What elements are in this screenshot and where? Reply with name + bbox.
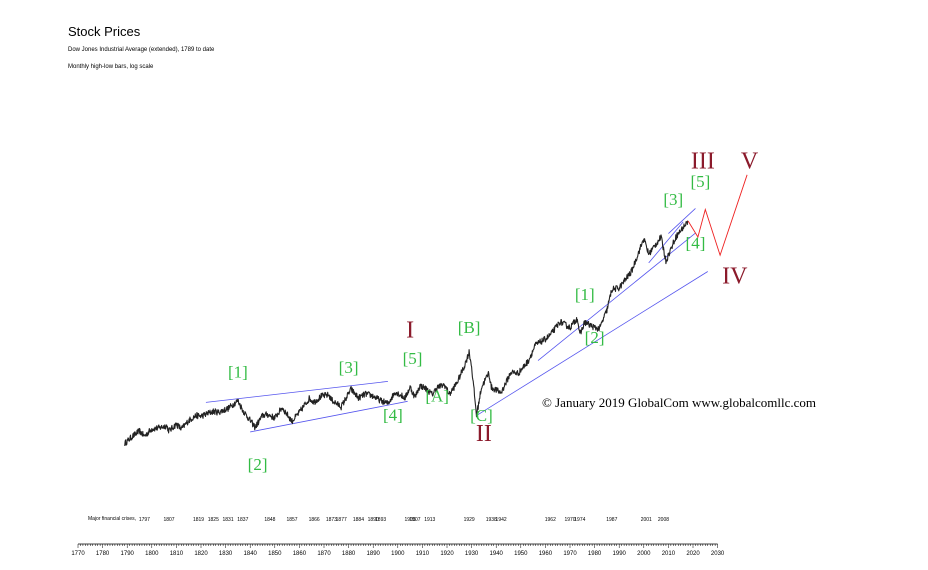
crisis-year: 1884 bbox=[353, 517, 364, 523]
crisis-year: 1866 bbox=[309, 517, 320, 523]
crisis-year: 1905 bbox=[405, 517, 416, 523]
major-wave-label: III bbox=[691, 149, 715, 175]
major-wave-label: IV bbox=[722, 264, 748, 290]
crisis-year: 1819 bbox=[193, 517, 204, 523]
x-tick-label: 1880 bbox=[342, 551, 356, 557]
x-tick-label: 1780 bbox=[96, 551, 110, 557]
x-tick-label: 2000 bbox=[637, 551, 651, 557]
crisis-year: 1938 bbox=[486, 517, 497, 523]
minor-wave-label: [3] bbox=[339, 358, 359, 377]
x-axis: 1770 1780 1790 1800 1810 1820 1830 1840 1850 1860… bbox=[71, 543, 725, 557]
x-tick-label: 1810 bbox=[170, 551, 184, 557]
minor-wave-label: [3] bbox=[663, 190, 683, 209]
x-tick-label: 1990 bbox=[613, 551, 627, 557]
wave-projection bbox=[687, 174, 748, 257]
x-tick-label: 2020 bbox=[686, 551, 700, 557]
crisis-year: 1877 bbox=[336, 517, 347, 523]
trendline bbox=[250, 400, 408, 433]
x-tick-label: 1970 bbox=[563, 551, 577, 557]
crisis-year: 1837 bbox=[237, 517, 248, 523]
minor-wave-label: [2] bbox=[585, 328, 605, 347]
x-tick-label: 2030 bbox=[711, 551, 725, 557]
x-tick-label: 1830 bbox=[219, 551, 233, 557]
x-tick-label: 1800 bbox=[145, 551, 159, 557]
x-tick-label: 1860 bbox=[293, 551, 307, 557]
price-series bbox=[124, 220, 689, 446]
x-tick-label: 1840 bbox=[244, 551, 258, 557]
major-wave-label: I bbox=[406, 317, 414, 343]
x-tick-label: 1910 bbox=[416, 551, 430, 557]
x-tick-label: 1850 bbox=[268, 551, 282, 557]
trendline bbox=[205, 381, 389, 403]
crisis-year: 1831 bbox=[222, 517, 233, 523]
x-tick-label: 1770 bbox=[71, 551, 85, 557]
minor-wave-label: [1] bbox=[575, 285, 595, 304]
chart-title: Stock Prices bbox=[68, 24, 141, 39]
chart-note: Monthly high-low bars, log scale bbox=[68, 64, 154, 70]
x-tick-label: 2010 bbox=[662, 551, 676, 557]
x-tick-label: 1930 bbox=[465, 551, 479, 557]
x-tick-label: 1920 bbox=[440, 551, 454, 557]
x-tick-label: 1820 bbox=[194, 551, 208, 557]
crisis-year: 1825 bbox=[208, 517, 219, 523]
wave-labels: [1][2][3][4][5][A][B][C][1][2][3][4][5]I… bbox=[228, 149, 759, 474]
copyright-notice: © January 2019 GlobalCom www.globalcomll… bbox=[542, 395, 817, 410]
x-tick-label: 1960 bbox=[539, 551, 553, 557]
trendline bbox=[537, 232, 696, 361]
x-tick-label: 1890 bbox=[367, 551, 381, 557]
trendline bbox=[648, 221, 684, 264]
crisis-year: 1970 bbox=[564, 517, 575, 523]
crisis-year: 1913 bbox=[424, 517, 435, 523]
crisis-year: 1974 bbox=[574, 517, 585, 523]
trendlines bbox=[205, 208, 708, 433]
minor-wave-label: [5] bbox=[403, 349, 423, 368]
trendline bbox=[668, 208, 696, 234]
x-tick-label: 1950 bbox=[514, 551, 528, 557]
minor-wave-label: [C] bbox=[470, 406, 493, 425]
crisis-year: 1962 bbox=[545, 517, 556, 523]
major-wave-label: II bbox=[476, 421, 492, 447]
minor-wave-label: [4] bbox=[686, 233, 706, 252]
x-tick-label: 1790 bbox=[121, 551, 135, 557]
major-wave-label: V bbox=[741, 149, 759, 175]
crisis-year: 1890 bbox=[368, 517, 379, 523]
crisis-year: 1807 bbox=[163, 517, 174, 523]
crisis-year: 2001 bbox=[641, 517, 652, 523]
minor-wave-label: [A] bbox=[425, 386, 449, 405]
x-tick-label: 1980 bbox=[588, 551, 602, 557]
crisis-year: 1987 bbox=[606, 517, 617, 523]
minor-wave-label: [1] bbox=[228, 363, 248, 382]
crisis-year: 2008 bbox=[658, 517, 669, 523]
minor-wave-label: [5] bbox=[690, 172, 710, 191]
crisis-year: 1857 bbox=[286, 517, 297, 523]
crisis-year: 1893 bbox=[375, 517, 386, 523]
crisis-year: 1929 bbox=[464, 517, 475, 523]
x-tick-label: 1870 bbox=[317, 551, 331, 557]
crisis-year: 1873 bbox=[326, 517, 337, 523]
crisis-year: 1797 bbox=[139, 517, 150, 523]
price-line bbox=[124, 220, 689, 446]
trendline bbox=[476, 271, 708, 416]
crisis-year: 1848 bbox=[264, 517, 275, 523]
crisis-years: 1797 1807 1819 1825 1831 1837 1848 1857 1866 1873… bbox=[139, 517, 669, 523]
projection-line bbox=[687, 174, 748, 257]
crisis-year: 1942 bbox=[496, 517, 507, 523]
x-tick-label: 1940 bbox=[490, 551, 504, 557]
minor-wave-label: [4] bbox=[383, 406, 403, 425]
x-tick-label: 1900 bbox=[391, 551, 405, 557]
minor-wave-label: [B] bbox=[458, 318, 481, 337]
minor-wave-label: [2] bbox=[248, 455, 268, 474]
crisis-year: 1907 bbox=[409, 517, 420, 523]
chart-subtitle: Dow Jones Industrial Average (extended),… bbox=[68, 47, 215, 53]
crisis-label: Major financial crises, bbox=[88, 516, 137, 522]
